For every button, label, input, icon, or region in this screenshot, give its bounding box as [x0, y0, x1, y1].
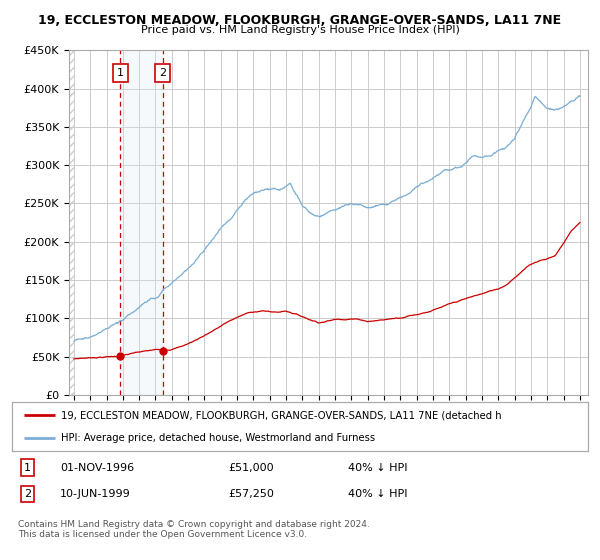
Text: 19, ECCLESTON MEADOW, FLOOKBURGH, GRANGE-OVER-SANDS, LA11 7NE (detached h: 19, ECCLESTON MEADOW, FLOOKBURGH, GRANGE… — [61, 410, 502, 421]
Text: 1: 1 — [116, 68, 124, 78]
Text: 40% ↓ HPI: 40% ↓ HPI — [348, 489, 407, 499]
Text: 40% ↓ HPI: 40% ↓ HPI — [348, 463, 407, 473]
Text: Contains HM Land Registry data © Crown copyright and database right 2024.
This d: Contains HM Land Registry data © Crown c… — [18, 520, 370, 539]
Text: 1: 1 — [24, 463, 31, 473]
Text: 2: 2 — [24, 489, 31, 499]
Bar — [69, 50, 74, 395]
Text: £51,000: £51,000 — [228, 463, 274, 473]
Text: HPI: Average price, detached house, Westmorland and Furness: HPI: Average price, detached house, West… — [61, 433, 375, 444]
Text: 10-JUN-1999: 10-JUN-1999 — [60, 489, 131, 499]
Text: Price paid vs. HM Land Registry's House Price Index (HPI): Price paid vs. HM Land Registry's House … — [140, 25, 460, 35]
Text: 2: 2 — [159, 68, 166, 78]
Text: 01-NOV-1996: 01-NOV-1996 — [60, 463, 134, 473]
Text: 19, ECCLESTON MEADOW, FLOOKBURGH, GRANGE-OVER-SANDS, LA11 7NE: 19, ECCLESTON MEADOW, FLOOKBURGH, GRANGE… — [38, 14, 562, 27]
Bar — [120, 50, 163, 395]
Bar — [69, 50, 74, 395]
Text: £57,250: £57,250 — [228, 489, 274, 499]
